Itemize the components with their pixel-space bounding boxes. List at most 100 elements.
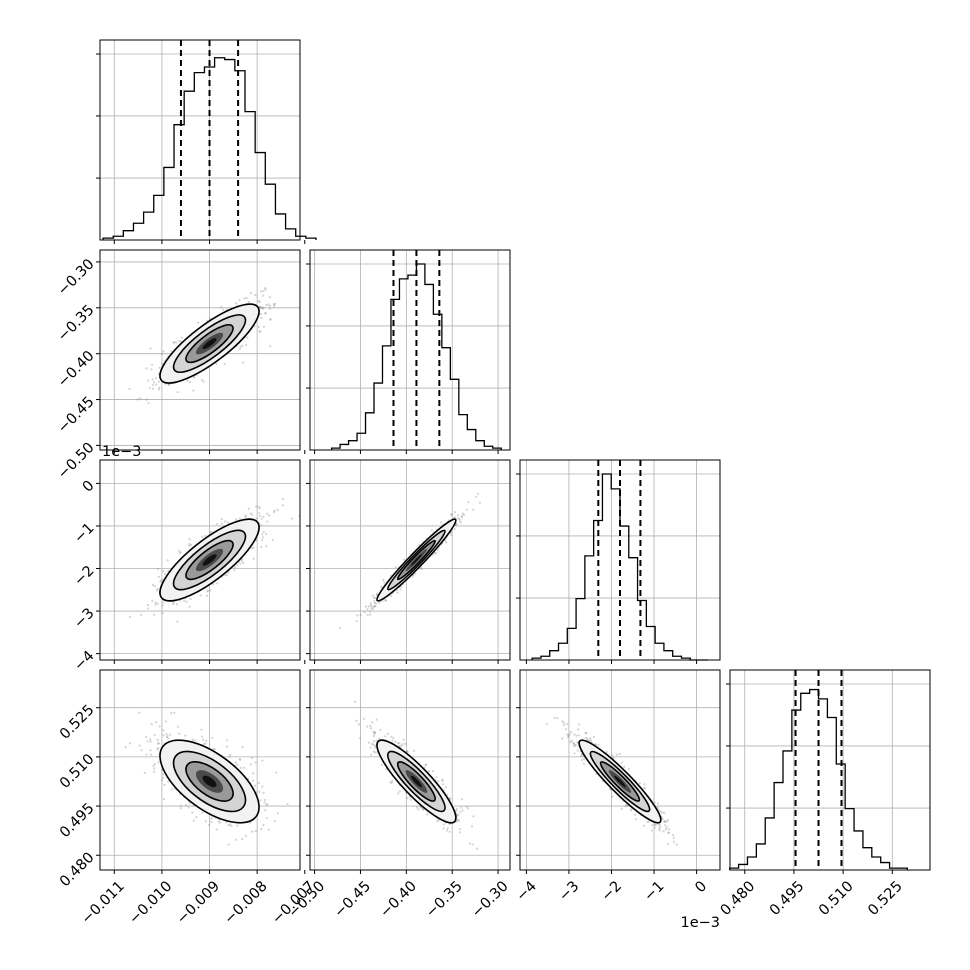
sample-point [446,827,449,830]
contours [159,739,260,824]
sample-point [172,601,175,604]
x-tick-label-0-0: −0.011 [79,878,128,927]
sample-point [203,534,207,537]
sample-point [156,587,159,590]
sample-point [179,804,182,807]
sample-point [238,517,242,520]
sample-point [147,607,150,610]
sample-point [164,720,167,723]
sample-point [642,824,646,827]
sample-point [390,735,393,738]
sample-point [369,604,373,607]
sample-point [157,761,160,764]
sample-point [375,739,378,742]
sample-point [453,511,456,514]
sample-point [235,302,238,305]
sample-point [226,745,229,748]
contour-2 [396,539,436,581]
sample-point [450,513,453,516]
sample-point [213,748,216,751]
sample-point [246,336,249,339]
sample-point [156,748,159,751]
sample-point [406,797,409,800]
sample-point [200,535,204,538]
sample-point [157,388,160,391]
sample-point [442,827,445,830]
sample-point [475,495,478,499]
panel-frame [519,669,721,871]
sample-point [620,807,623,810]
x-tick-label-2-0: −4 [514,878,540,904]
sample-point [424,764,427,767]
sample-point [643,786,647,790]
density-level-4 [202,554,217,566]
sample-point [441,779,444,783]
sample-point [275,771,278,774]
sample-point [478,501,482,504]
sample-point [249,763,252,766]
sample-point [161,353,164,356]
density-level-4 [410,554,422,566]
sample-point [460,516,463,519]
sample-point [574,744,577,747]
sample-point [200,378,203,381]
sample-point [445,541,448,544]
sample-point [172,341,175,344]
sample-point [206,590,209,593]
sample-point [661,811,664,814]
sample-point [124,746,127,749]
sample-point [255,517,259,520]
sample-point [261,759,264,762]
sample-point [188,605,191,608]
sample-point [458,827,461,831]
sample-point [261,307,264,310]
sample-point [162,797,166,801]
x-tick-label-0-3: −0.008 [221,878,270,927]
sample-point [261,785,264,788]
sample-point [162,734,165,737]
panel-background [730,670,930,870]
sample-point [455,523,458,526]
sample-point [372,750,375,753]
sample-point [224,574,227,577]
sample-point [156,747,160,750]
sample-point [167,383,170,387]
y-tick-label-3-1: 0.495 [57,800,98,841]
sample-point [260,306,263,309]
sample-point [373,731,376,734]
sample-point [572,745,576,748]
sample-point [421,808,425,811]
sample-point [378,737,381,740]
sample-point [189,597,192,601]
sample-point [227,823,230,827]
sample-point [653,826,656,829]
sample-point [259,306,262,309]
sample-point [375,718,378,721]
sample-point [406,750,409,753]
sample-point [576,749,579,752]
sample-point [193,376,196,379]
sample-point [215,362,218,365]
sample-point [257,299,260,303]
sample-point [572,742,576,746]
sample-point [228,755,231,758]
x-tick-label-2-4: 0 [692,878,710,896]
sample-point [151,383,154,386]
sample-point [262,823,265,827]
sample-point [470,825,474,828]
sample-point [204,742,207,745]
x-tick-label-2-2: −2 [599,878,625,904]
sample-point [569,731,573,734]
sample-point [665,820,669,823]
sample-point [372,730,375,733]
sample-point [267,828,270,831]
sample-point [457,819,460,822]
sample-point [159,580,162,584]
y-tick-label-2-3: −1 [71,520,97,546]
sample-point [236,564,239,567]
sample-point [265,532,268,536]
sample-point [404,742,407,745]
sample-point [368,613,372,616]
sample-point [145,398,148,401]
sample-point [437,818,440,822]
